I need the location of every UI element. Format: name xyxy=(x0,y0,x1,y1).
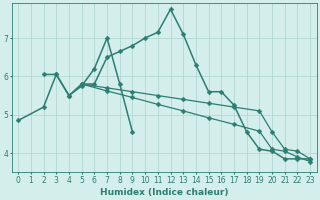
X-axis label: Humidex (Indice chaleur): Humidex (Indice chaleur) xyxy=(100,188,228,197)
